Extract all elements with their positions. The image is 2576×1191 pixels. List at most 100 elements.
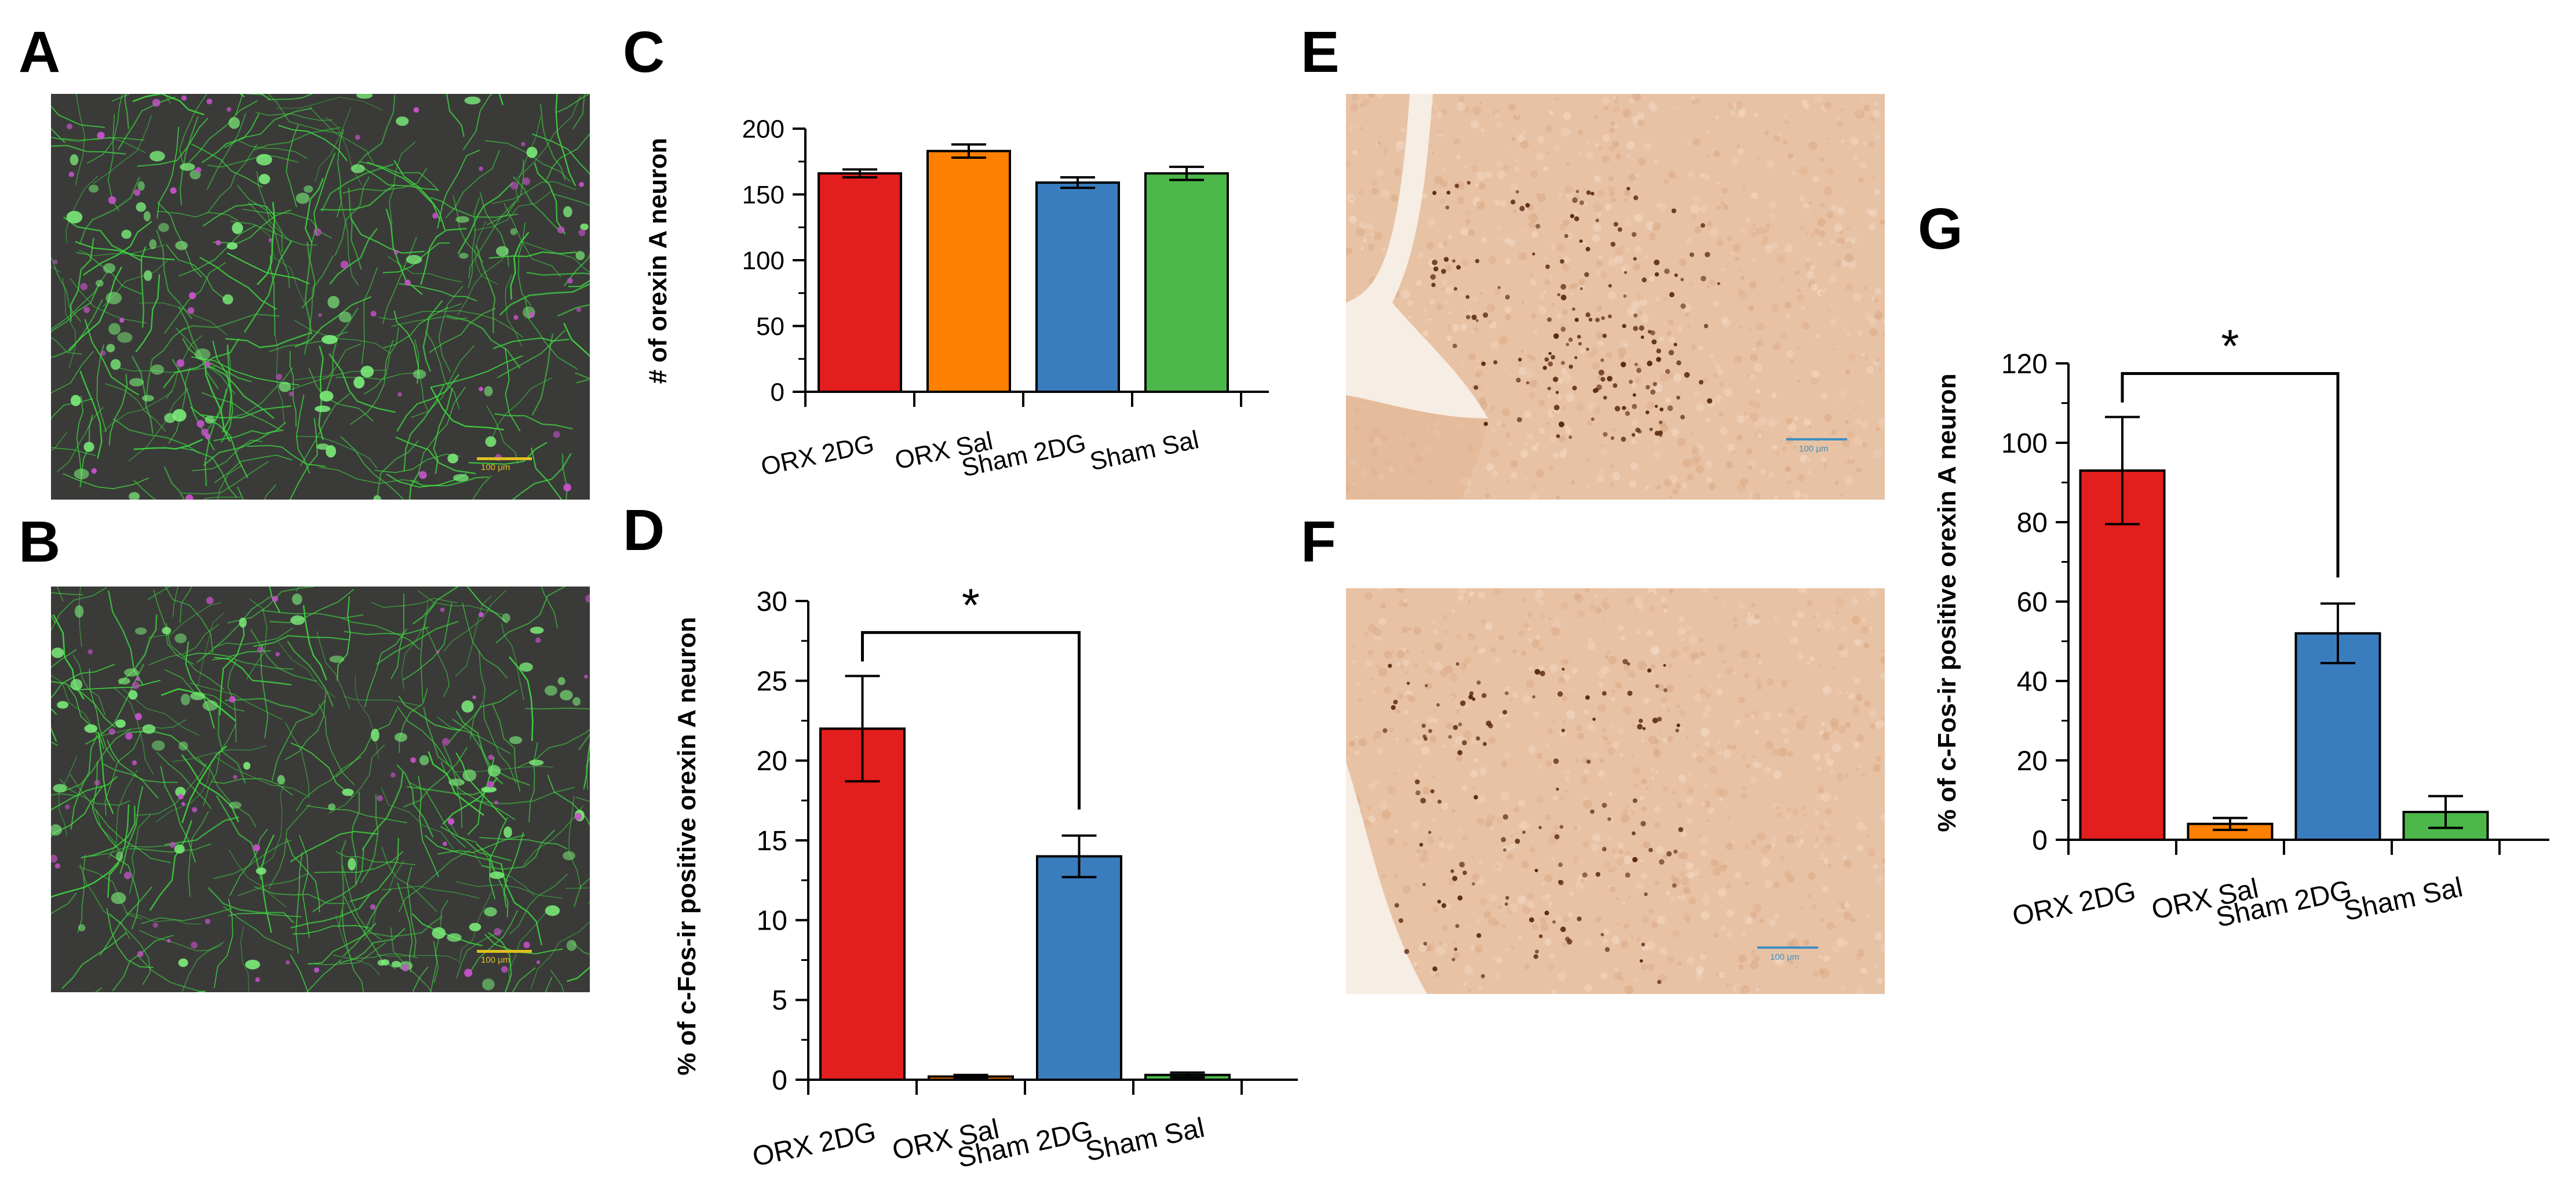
tissue-speckle	[1815, 836, 1821, 842]
tissue-speckle	[1845, 369, 1851, 375]
tissue-speckle	[1600, 271, 1607, 278]
tissue-speckle	[1632, 723, 1636, 727]
tissue-speckle	[1656, 485, 1661, 490]
tissue-speckle	[1776, 254, 1786, 264]
magenta-nucleus	[169, 842, 176, 848]
stained-nucleus	[1659, 434, 1663, 438]
tissue-speckle	[1563, 256, 1570, 263]
tissue-speckle	[1755, 389, 1760, 394]
stained-nucleus	[1600, 933, 1604, 937]
tissue-speckle	[1531, 231, 1538, 238]
tissue-speckle	[1723, 602, 1725, 605]
tissue-speckle	[1713, 360, 1717, 363]
stained-nucleus	[1559, 825, 1564, 829]
magenta-nucleus	[432, 212, 439, 219]
tissue-speckle	[1528, 392, 1535, 399]
tissue-speckle	[1677, 803, 1683, 808]
tissue-speckle	[1773, 882, 1780, 888]
tissue-speckle	[1468, 591, 1475, 597]
tissue-speckle	[1749, 400, 1756, 406]
fiber	[84, 319, 140, 396]
tissue-speckle	[1508, 442, 1512, 446]
tissue-speckle	[1706, 155, 1710, 158]
tissue-speckle	[1508, 847, 1512, 851]
tissue-speckle	[1718, 971, 1725, 978]
fiber	[308, 942, 386, 966]
stained-nucleus	[1561, 729, 1566, 733]
tissue-speckle	[1820, 203, 1825, 207]
fiber	[235, 94, 243, 116]
stained-nucleus	[1705, 252, 1710, 257]
tissue-speckle	[1537, 136, 1545, 143]
fiber	[108, 374, 128, 446]
stained-nucleus	[1481, 974, 1485, 978]
stained-nucleus	[1483, 421, 1488, 427]
stained-nucleus	[1414, 779, 1420, 785]
tissue-speckle	[1638, 157, 1647, 166]
fiber	[267, 94, 313, 100]
tissue-speckle	[1484, 820, 1493, 828]
fiber	[206, 113, 247, 190]
green-cell	[338, 311, 352, 323]
tissue-speckle	[1455, 755, 1462, 762]
tissue-speckle	[1621, 814, 1630, 823]
tissue-speckle	[1812, 971, 1819, 977]
tissue-speckle	[1819, 917, 1825, 923]
tissue-speckle	[1826, 305, 1833, 312]
stained-nucleus	[1433, 266, 1439, 272]
tissue-speckle	[1501, 424, 1505, 428]
stained-nucleus	[1468, 694, 1473, 700]
green-cell	[53, 784, 67, 793]
tissue-speckle	[1685, 918, 1691, 924]
stained-nucleus	[1554, 834, 1560, 840]
tissue-speckle	[1852, 705, 1859, 712]
y-tick-label: 0	[2032, 825, 2048, 856]
fiber	[468, 197, 480, 288]
bar-sham-2dg	[2294, 632, 2381, 842]
tissue-speckle	[1708, 483, 1716, 490]
tissue-speckle	[1849, 917, 1855, 923]
tissue-speckle	[1609, 191, 1615, 197]
tissue-speckle	[1549, 953, 1555, 959]
stained-nucleus	[1586, 759, 1591, 764]
fiber	[70, 735, 98, 830]
stained-nucleus	[1641, 277, 1647, 283]
tissue-speckle	[1694, 694, 1702, 702]
green-cell	[580, 223, 589, 231]
tissue-speckle	[1585, 588, 1590, 593]
tissue-speckle	[1511, 946, 1515, 950]
tissue-speckle	[1391, 649, 1395, 653]
tissue-speckle	[1703, 800, 1710, 808]
tissue-speckle	[1583, 709, 1589, 715]
fiber	[348, 187, 362, 270]
tissue-speckle	[1758, 661, 1763, 665]
tissue-speckle	[1528, 213, 1538, 223]
fiber	[211, 778, 294, 796]
tissue-speckle	[1656, 846, 1665, 854]
green-cell	[51, 647, 64, 658]
tissue-speckle	[1533, 711, 1540, 718]
tissue-speckle	[1349, 126, 1353, 131]
tissue-speckle	[1616, 922, 1619, 926]
tissue-speckle	[1826, 759, 1834, 766]
stained-nucleus	[1667, 405, 1673, 411]
tissue-speckle	[1489, 894, 1497, 902]
tissue-speckle	[1874, 189, 1881, 195]
tissue-speckle	[1801, 805, 1806, 810]
fiber	[367, 161, 442, 222]
tissue-speckle	[1692, 194, 1701, 203]
fiber	[261, 610, 364, 619]
tissue-speckle	[1458, 96, 1465, 103]
tissue-speckle	[1526, 679, 1535, 689]
stained-nucleus	[1547, 387, 1551, 391]
tissue-speckle	[1866, 366, 1874, 374]
stained-nucleus	[1568, 337, 1573, 342]
tissue-speckle	[1528, 221, 1535, 229]
tissue-speckle	[1402, 842, 1408, 847]
fiber	[423, 624, 450, 697]
tissue-speckle	[1562, 405, 1567, 410]
tissue-speckle	[1648, 909, 1654, 914]
tissue-speckle	[1498, 635, 1505, 640]
green-cell	[84, 724, 98, 733]
tissue-speckle	[1376, 169, 1384, 177]
